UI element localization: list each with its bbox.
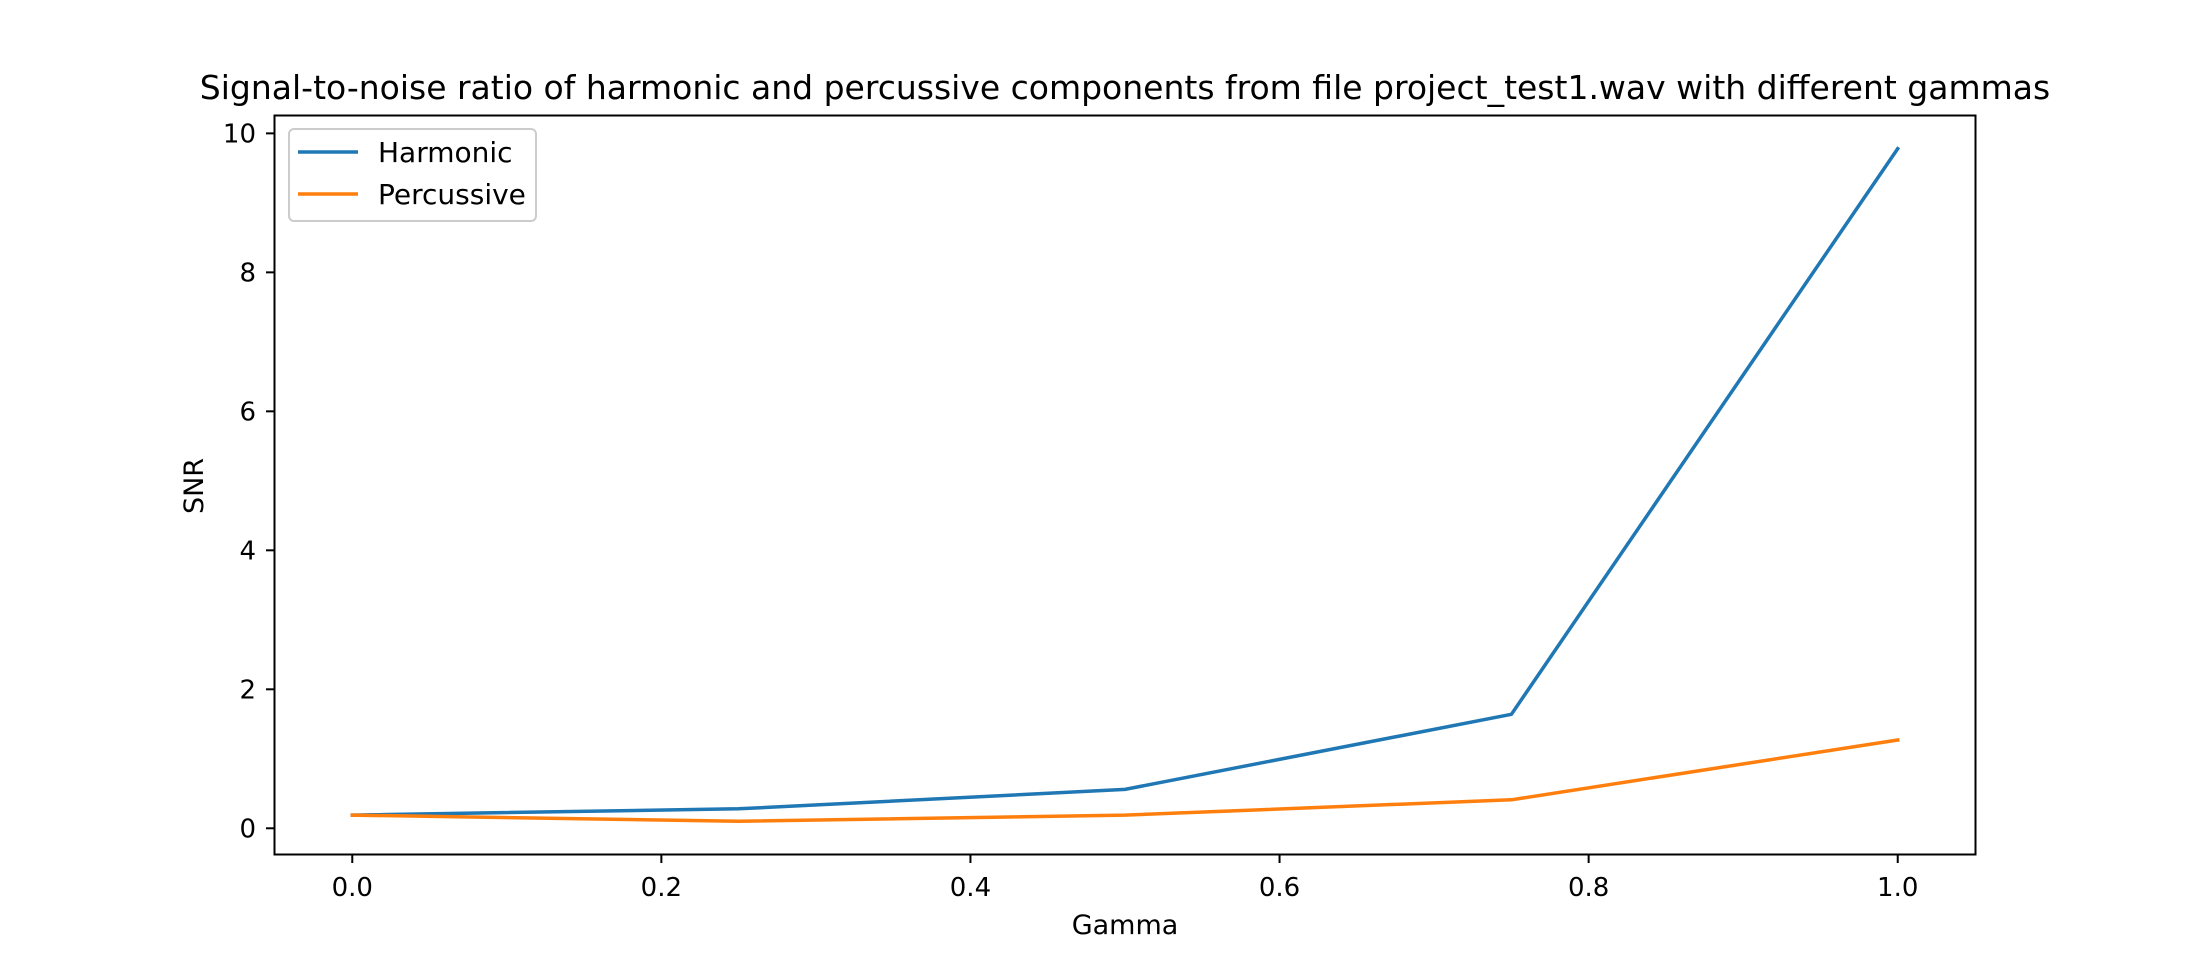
x-tick-label: 0.4 — [950, 873, 991, 903]
x-tick-label: 0.2 — [641, 873, 682, 903]
legend-label-harmonic: Harmonic — [378, 136, 513, 169]
y-tick-label: 4 — [239, 536, 256, 566]
y-axis-label: SNR — [179, 458, 210, 514]
y-tick-label: 10 — [223, 119, 256, 149]
x-tick-label: 0.0 — [332, 873, 373, 903]
series-layer — [350, 146, 1901, 824]
legend: Harmonic Percussive — [288, 128, 537, 222]
y-tick-label: 0 — [239, 814, 256, 844]
y-tick-label: 8 — [239, 258, 256, 288]
plot-area-frame — [273, 114, 1977, 856]
x-tick-label: 1.0 — [1877, 873, 1918, 903]
legend-label-percussive: Percussive — [378, 178, 526, 211]
series-line-percussive — [350, 738, 1900, 824]
x-tick-label: 0.8 — [1568, 873, 1609, 903]
series-line-harmonic — [350, 146, 1901, 817]
chart-title: Signal-to-noise ratio of harmonic and pe… — [200, 68, 2050, 107]
y-tick-label: 2 — [239, 675, 256, 705]
y-tick-label: 6 — [239, 397, 256, 427]
ticks-layer: 0.0 0.2 0.4 0.6 0.8 1.0 0 2 4 6 8 10 — [223, 119, 1919, 903]
x-axis-label: Gamma — [1072, 910, 1179, 941]
x-tick-label: 0.6 — [1259, 873, 1300, 903]
